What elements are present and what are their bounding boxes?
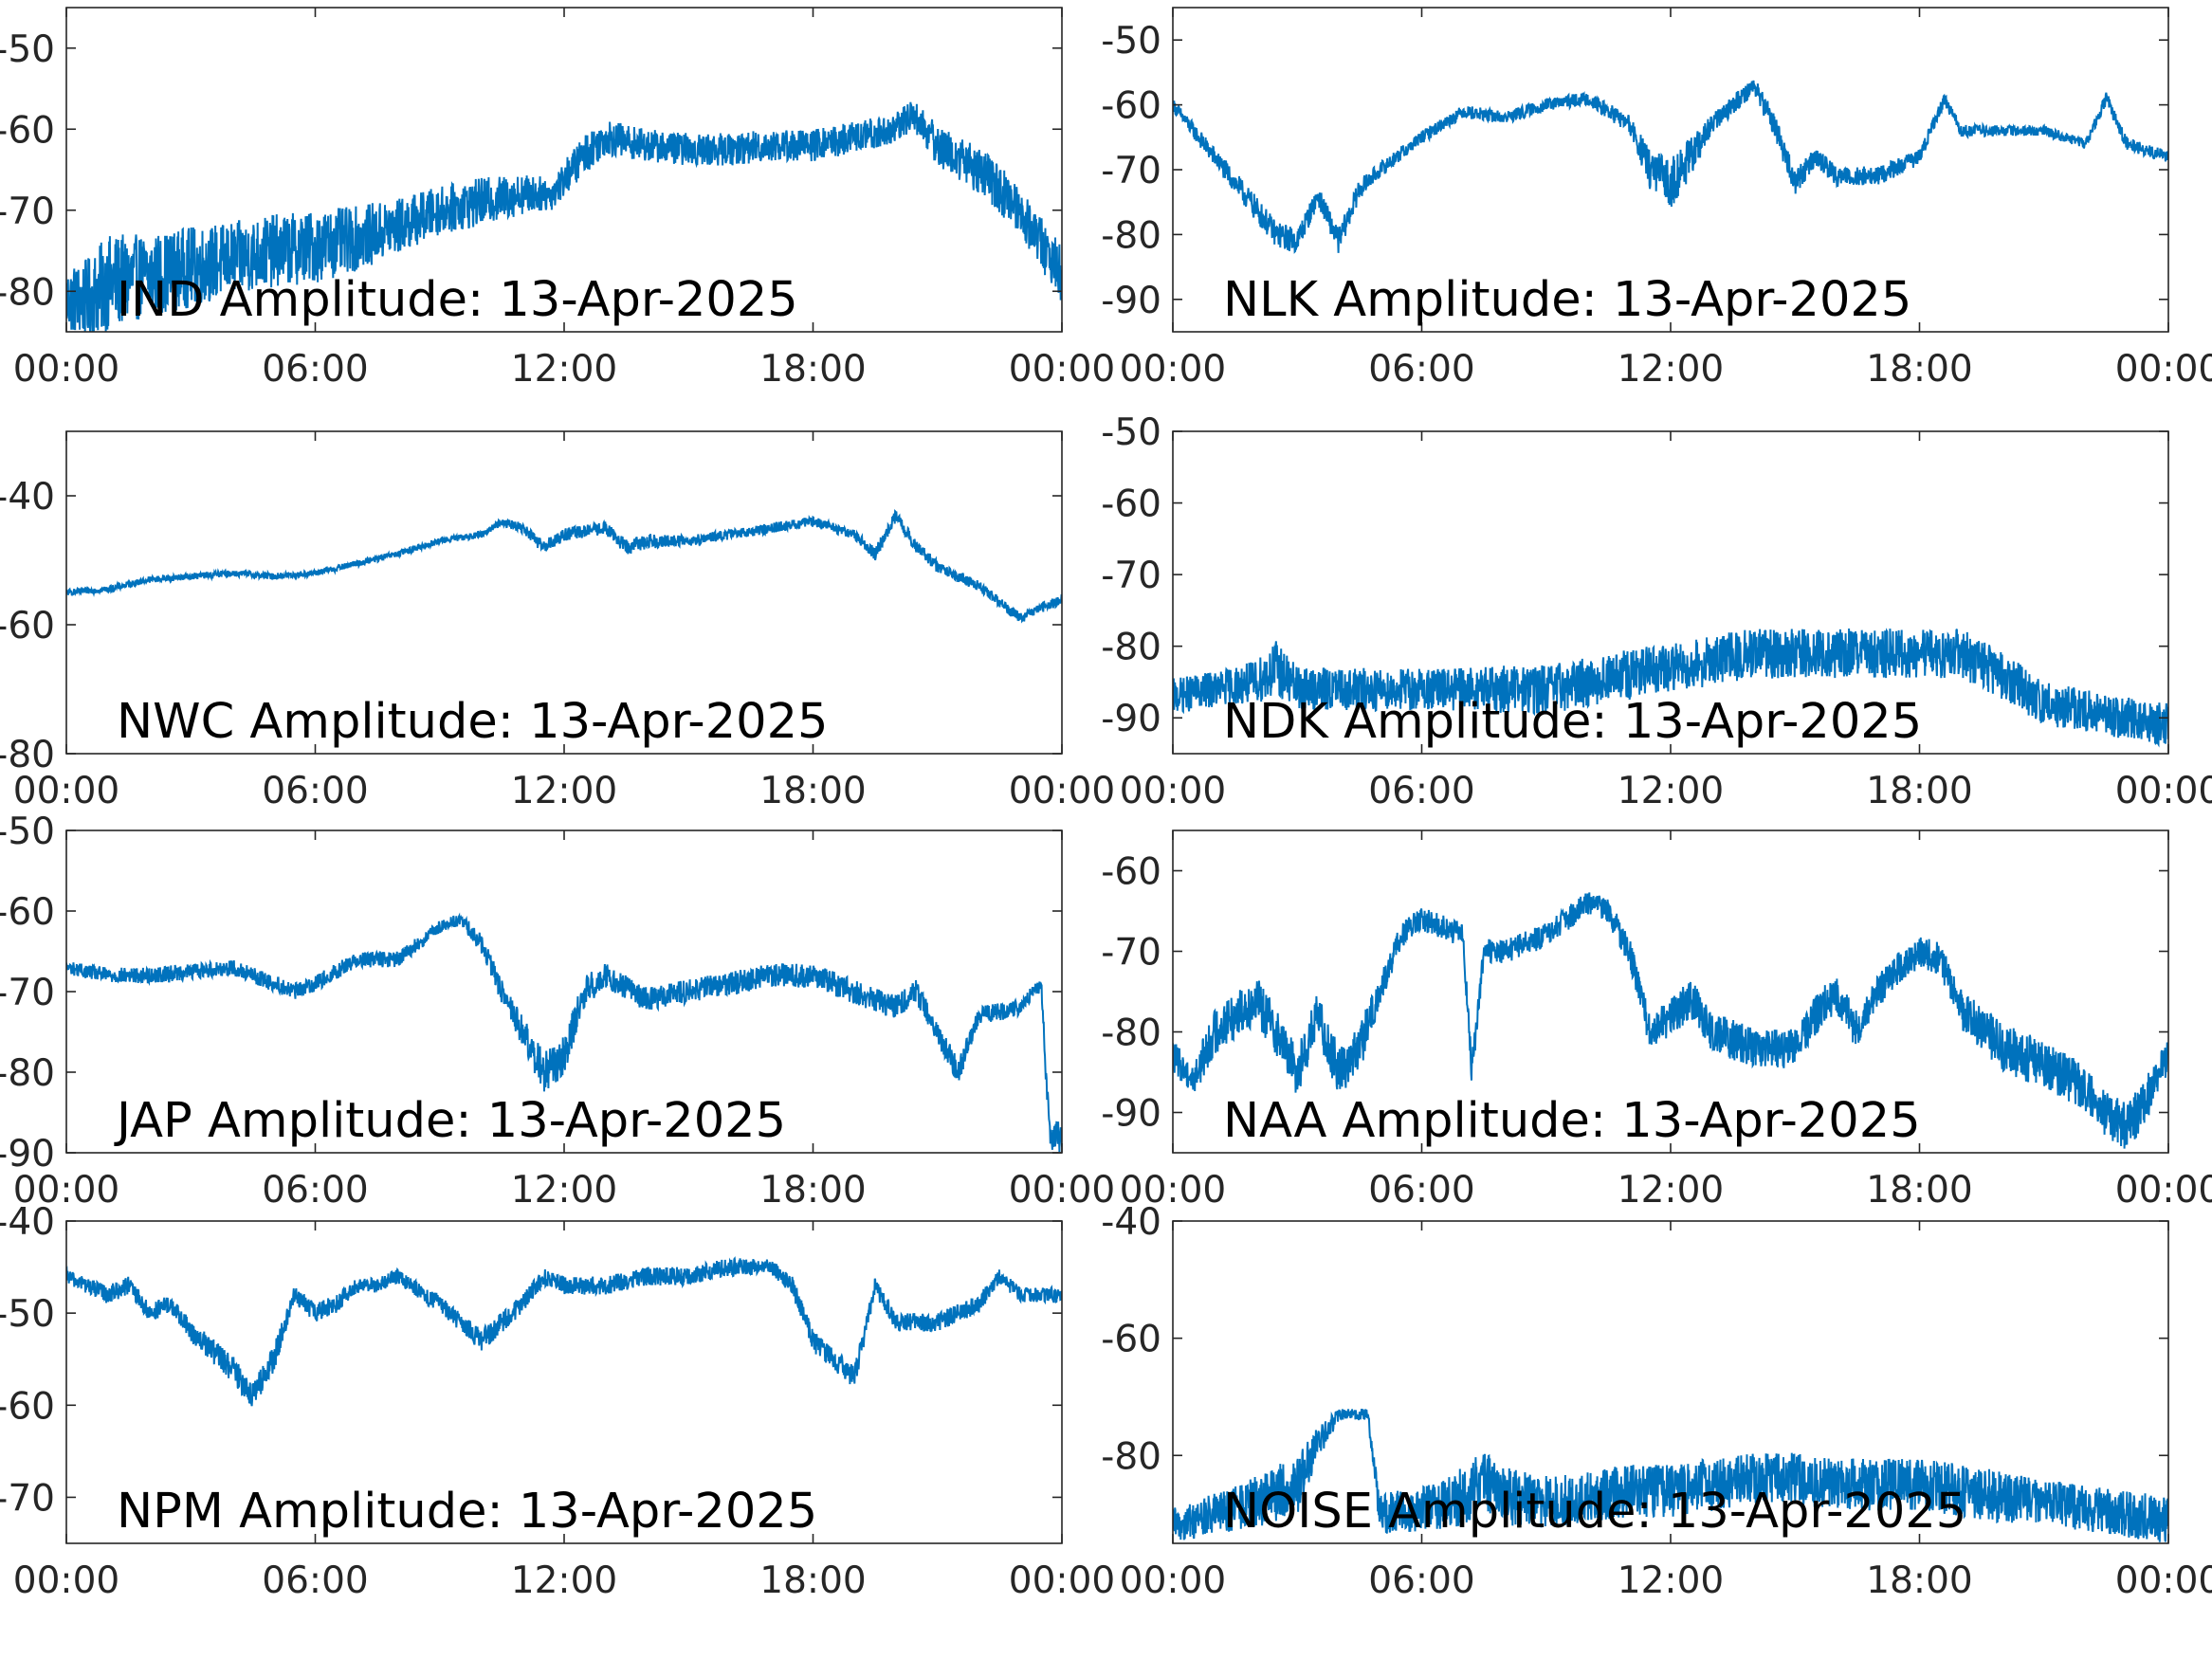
x-tick-label: 12:00 xyxy=(1618,1169,1724,1212)
series-line xyxy=(66,508,1062,624)
y-tick-label: -80 xyxy=(0,1052,55,1095)
x-tick-label: 00:00 xyxy=(1009,1559,1115,1602)
y-tick-label: -50 xyxy=(1101,20,1161,63)
x-tick-label: 00:00 xyxy=(1120,348,1226,391)
y-tick-label: -40 xyxy=(0,476,55,519)
y-tick-label: -70 xyxy=(1101,150,1161,192)
panel-title: JAP Amplitude: 13-Apr-2025 xyxy=(114,1093,786,1149)
y-tick-label: -70 xyxy=(1101,555,1161,597)
y-tick-label: -80 xyxy=(1101,627,1161,669)
y-tick-label: -90 xyxy=(1101,698,1161,740)
x-tick-label: 18:00 xyxy=(759,1559,866,1602)
panel-title: NAA Amplitude: 13-Apr-2025 xyxy=(1223,1093,1921,1149)
y-tick-label: -70 xyxy=(0,191,55,233)
x-tick-label: 12:00 xyxy=(511,1559,617,1602)
x-tick-label: 00:00 xyxy=(1120,1169,1226,1212)
x-tick-label: 00:00 xyxy=(1009,1169,1115,1212)
y-tick-label: -80 xyxy=(0,734,55,776)
y-tick-label: -50 xyxy=(0,1293,55,1336)
y-tick-label: -40 xyxy=(1101,1201,1161,1244)
y-tick-label: -90 xyxy=(0,1133,55,1176)
panel-1: 00:00 06:00 12:00 18:00 00:00 -50 -60 -70 -80 -90… xyxy=(1101,7,2212,391)
panel-3: 00:00 06:00 12:00 18:00 00:00 -50 -60 -70 -80 -90… xyxy=(1101,411,2212,812)
x-tick-label: 12:00 xyxy=(511,770,617,812)
y-tick-label: -70 xyxy=(0,1477,55,1520)
panel-title: NDK Amplitude: 13-Apr-2025 xyxy=(1223,694,1922,750)
y-tick-label: -50 xyxy=(0,28,55,71)
y-tick-label: -60 xyxy=(1101,1319,1161,1361)
panel-7: 00:00 06:00 12:00 18:00 00:00 -40 -60 -80 NOISE … xyxy=(1101,1201,2212,1602)
x-tick-label: 00:00 xyxy=(13,1559,119,1602)
y-tick-label: -40 xyxy=(0,1201,55,1244)
y-tick-label: -60 xyxy=(0,605,55,647)
x-tick-label: 06:00 xyxy=(262,770,368,812)
series-line xyxy=(66,1256,1062,1407)
panel-title: NLK Amplitude: 13-Apr-2025 xyxy=(1223,272,1911,328)
x-tick-label: 12:00 xyxy=(1618,1559,1724,1602)
series-line xyxy=(66,912,1062,1153)
y-tick-label: -60 xyxy=(0,1385,55,1428)
x-tick-label: 12:00 xyxy=(511,1169,617,1212)
series-line xyxy=(1173,1408,2168,1542)
x-tick-label: 18:00 xyxy=(1866,1169,1972,1212)
y-tick-label: -90 xyxy=(1101,1093,1161,1136)
x-tick-label: 12:00 xyxy=(1618,770,1724,812)
x-tick-label: 00:00 xyxy=(1009,348,1115,391)
panel-5: 00:00 06:00 12:00 18:00 00:00 -60 -70 -80 -90 NAA… xyxy=(1101,830,2212,1212)
x-tick-label: 00:00 xyxy=(2115,770,2212,812)
x-tick-label: 06:00 xyxy=(1368,770,1474,812)
x-tick-label: 00:00 xyxy=(2115,1169,2212,1212)
x-tick-label: 06:00 xyxy=(262,1559,368,1602)
x-tick-label: 18:00 xyxy=(1866,348,1972,391)
panel-title: NWC Amplitude: 13-Apr-2025 xyxy=(117,694,828,750)
x-tick-label: 00:00 xyxy=(13,348,119,391)
y-tick-label: -90 xyxy=(1101,280,1161,322)
x-tick-label: 06:00 xyxy=(1368,348,1474,391)
series-line xyxy=(1173,892,2168,1149)
x-tick-label: 06:00 xyxy=(262,1169,368,1212)
y-tick-label: -80 xyxy=(1101,1435,1161,1478)
x-tick-label: 00:00 xyxy=(2115,348,2212,391)
y-tick-label: -70 xyxy=(0,972,55,1014)
y-tick-label: -60 xyxy=(0,109,55,152)
x-tick-label: 06:00 xyxy=(262,348,368,391)
x-tick-label: 18:00 xyxy=(759,770,866,812)
y-tick-label: -60 xyxy=(1101,483,1161,526)
series-line xyxy=(1173,80,2168,254)
x-tick-label: 18:00 xyxy=(759,348,866,391)
y-tick-label: -80 xyxy=(1101,1012,1161,1055)
panel-title: IND Amplitude: 13-Apr-2025 xyxy=(117,272,798,328)
panel-0: 00:00 06:00 12:00 18:00 00:00 -50 -60 -70 -80 IND… xyxy=(0,7,1115,391)
x-tick-label: 00:00 xyxy=(1120,770,1226,812)
x-tick-label: 00:00 xyxy=(2115,1559,2212,1602)
series-line xyxy=(66,101,1062,332)
x-tick-label: 00:00 xyxy=(13,1169,119,1212)
series-line xyxy=(1173,628,2168,748)
y-tick-label: -60 xyxy=(1101,85,1161,128)
x-tick-label: 18:00 xyxy=(1866,1559,1972,1602)
y-tick-label: -60 xyxy=(1101,851,1161,894)
panel-4: 00:00 06:00 12:00 18:00 00:00 -50 -60 -70 -80 -90… xyxy=(0,811,1115,1212)
y-tick-label: -70 xyxy=(1101,932,1161,975)
y-tick-label: -60 xyxy=(0,891,55,934)
panel-6: 00:00 06:00 12:00 18:00 00:00 -40 -50 -60 -70 NPM… xyxy=(0,1201,1115,1602)
x-tick-label: 18:00 xyxy=(759,1169,866,1212)
panel-title: NOISE Amplitude: 13-Apr-2025 xyxy=(1223,1484,1966,1540)
x-tick-label: 06:00 xyxy=(1368,1169,1474,1212)
x-tick-label: 00:00 xyxy=(1120,1559,1226,1602)
panel-title: NPM Amplitude: 13-Apr-2025 xyxy=(117,1484,817,1540)
x-tick-label: 12:00 xyxy=(1618,348,1724,391)
x-tick-label: 00:00 xyxy=(1009,770,1115,812)
y-tick-label: -80 xyxy=(0,271,55,314)
y-tick-label: -50 xyxy=(1101,411,1161,454)
x-tick-label: 12:00 xyxy=(511,348,617,391)
y-tick-label: -80 xyxy=(1101,214,1161,257)
x-tick-label: 06:00 xyxy=(1368,1559,1474,1602)
panel-2: 00:00 06:00 12:00 18:00 00:00 -40 -60 -80 NWC Am… xyxy=(0,430,1115,812)
x-tick-label: 18:00 xyxy=(1866,770,1972,812)
x-tick-label: 00:00 xyxy=(13,770,119,812)
y-tick-label: -50 xyxy=(0,811,55,853)
